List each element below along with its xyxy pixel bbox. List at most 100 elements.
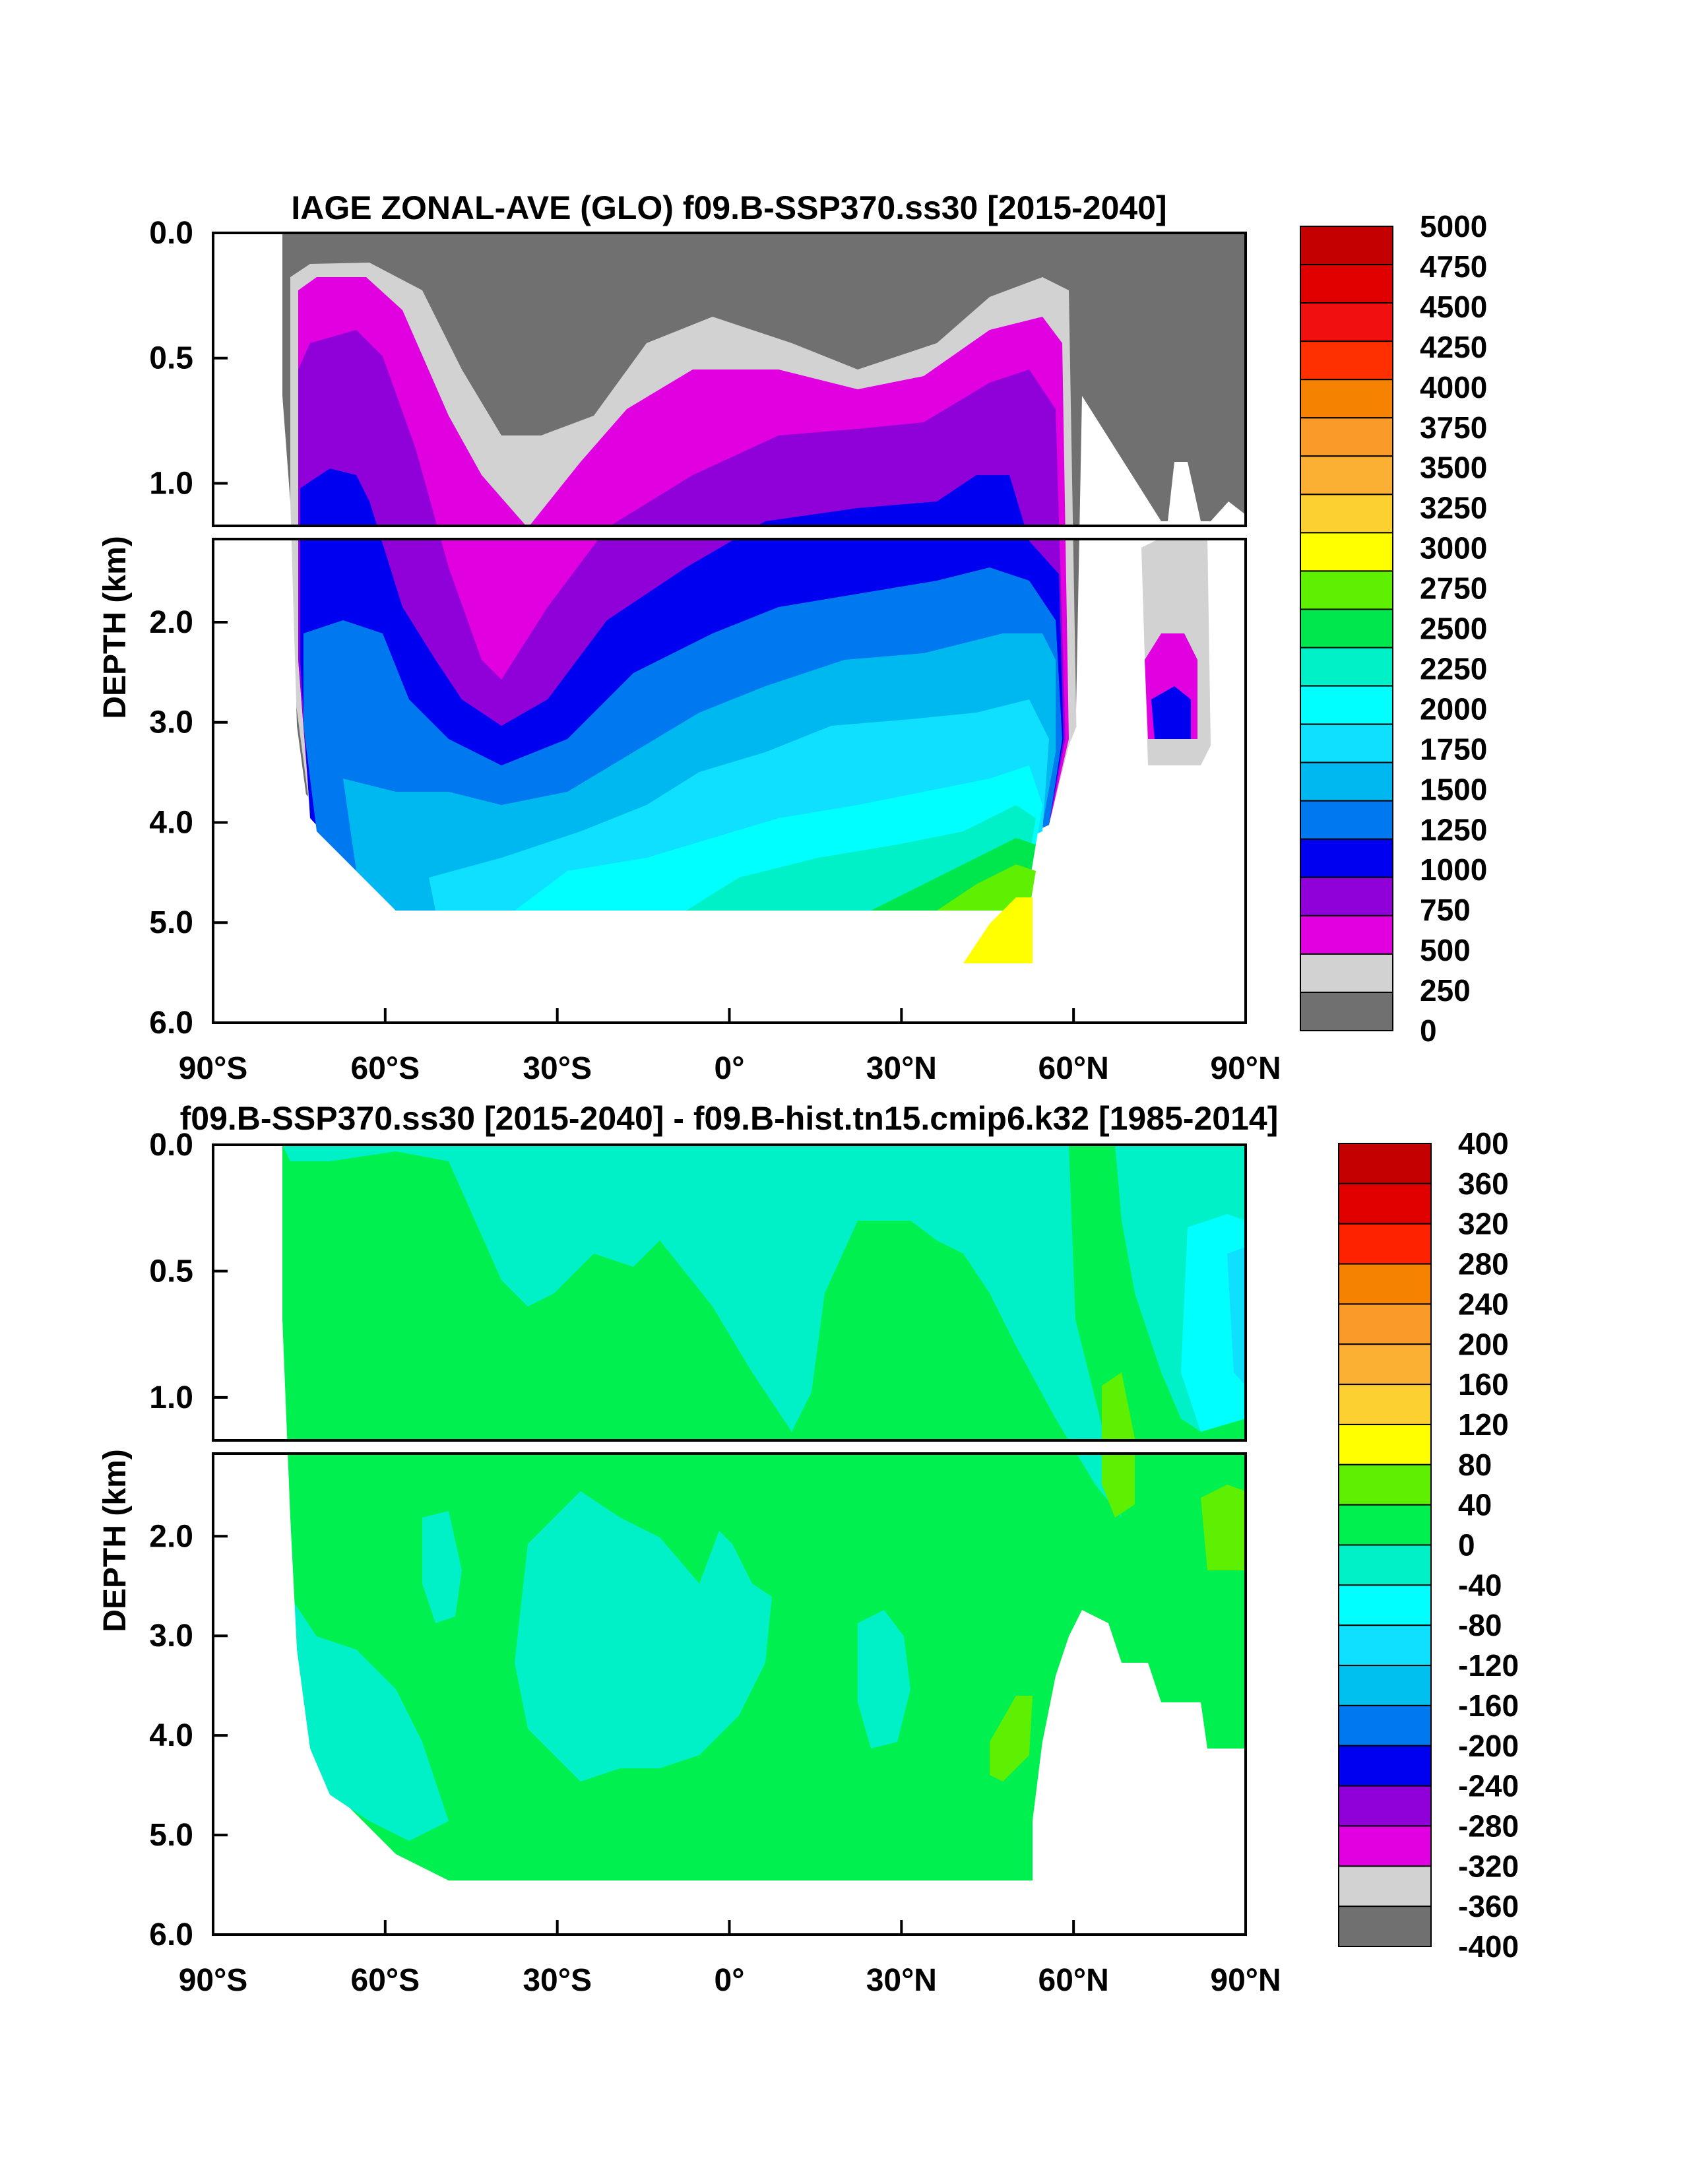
colorbar-swatch	[1338, 1182, 1432, 1225]
p2-region-neg120-arctic	[1227, 1247, 1246, 1386]
colorbar-label: 80	[1458, 1448, 1492, 1482]
panel-2-frame-upper	[212, 1143, 1247, 1442]
colorbar-swatch	[1300, 417, 1393, 457]
colorbar-label: -160	[1458, 1688, 1519, 1723]
colorbar-label: 3250	[1420, 491, 1487, 525]
colorbar-swatch	[1300, 800, 1393, 840]
colorbar-label: 250	[1420, 973, 1471, 1008]
colorbar-swatch	[1300, 532, 1393, 572]
colorbar-swatch	[1338, 1303, 1432, 1345]
x-tick-label: 60°S	[351, 1051, 420, 1086]
panel-2-ylabel: DEPTH (km)	[98, 1449, 133, 1632]
colorbar-swatch	[1338, 1584, 1432, 1626]
y-tick-label: 0.0	[149, 1128, 193, 1163]
colorbar-label: 1750	[1420, 732, 1487, 766]
y-tick-label: 0.5	[149, 1254, 193, 1289]
colorbar-swatch	[1300, 838, 1393, 878]
colorbar-swatch	[1300, 379, 1393, 419]
y-tick-label: 1.0	[149, 1380, 193, 1415]
panel-1-ylabel: DEPTH (km)	[98, 536, 133, 719]
colorbar-swatch	[1338, 1785, 1432, 1827]
panel-1-frame-upper	[212, 232, 1247, 527]
colorbar-swatch	[1300, 761, 1393, 802]
panel-1-plot	[213, 233, 1246, 1023]
colorbar-swatch	[1338, 1665, 1432, 1706]
panel-1-axis-break	[213, 526, 1246, 539]
colorbar-label: 4250	[1420, 330, 1487, 364]
colorbar-swatch	[1300, 455, 1393, 496]
colorbar-label: -240	[1458, 1769, 1519, 1803]
colorbar-swatch	[1300, 647, 1393, 687]
colorbar-label: 2750	[1420, 571, 1487, 606]
y-tick-label: 2.0	[149, 605, 193, 640]
p2-bathymetry-mask	[213, 1145, 1246, 1935]
colorbar-label: 2250	[1420, 651, 1487, 686]
y-tick-label: 5.0	[149, 905, 193, 940]
colorbar-swatch	[1300, 608, 1393, 649]
colorbar-label: 3500	[1420, 451, 1487, 485]
colorbar-swatch	[1300, 226, 1393, 266]
panel-2: f09.B-SSP370.ss30 [2015-2040] - f09.B-hi…	[98, 1100, 1519, 1998]
panel-1-x-ticks: 90°S 60°S 30°S 0° 30°N 60°N 90°N	[179, 1008, 1281, 1086]
colorbar-label: 750	[1420, 893, 1471, 927]
colorbar-label: 400	[1458, 1126, 1509, 1161]
x-tick-label: 60°S	[351, 1963, 420, 1998]
x-tick-label: 60°N	[1038, 1051, 1109, 1086]
colorbar-swatch	[1300, 570, 1393, 610]
x-tick-label: 90°S	[179, 1051, 248, 1086]
colorbar-label: 500	[1420, 933, 1471, 967]
x-tick-label: 90°N	[1210, 1051, 1281, 1086]
colorbar-label: -400	[1458, 1929, 1519, 1964]
colorbar-swatch	[1338, 1423, 1432, 1465]
panel-2-axis-break	[213, 1440, 1246, 1454]
panel-2-x-ticks: 90°S 60°S 30°S 0° 30°N 60°N 90°N	[179, 1920, 1281, 1998]
colorbar-label: 0	[1458, 1528, 1475, 1562]
colorbar-swatch	[1338, 1624, 1432, 1667]
colorbar-swatch	[1300, 953, 1393, 993]
colorbar-label: 40	[1458, 1488, 1492, 1522]
colorbar-label: 240	[1458, 1287, 1509, 1321]
colorbar-swatch	[1300, 264, 1393, 304]
colorbar-label: 320	[1458, 1207, 1509, 1241]
colorbar-label: 4000	[1420, 370, 1487, 404]
colorbar-label: -80	[1458, 1608, 1502, 1642]
colorbar-label: 3750	[1420, 410, 1487, 445]
colorbar-label: 200	[1458, 1327, 1509, 1361]
colorbar-swatch	[1338, 1745, 1432, 1787]
panel-2-colorbar: 40036032028024020016012080400-40-80-120-…	[1338, 1126, 1519, 1964]
panel-2-plot	[213, 1145, 1246, 1935]
colorbar-swatch	[1300, 915, 1393, 955]
y-tick-label: 0.5	[149, 341, 193, 376]
panel-2-title: f09.B-SSP370.ss30 [2015-2040] - f09.B-hi…	[180, 1100, 1279, 1137]
y-tick-label: 0.0	[149, 216, 193, 251]
colorbar-swatch	[1338, 1263, 1432, 1305]
y-tick-label: 6.0	[149, 1006, 193, 1041]
y-tick-label: 6.0	[149, 1917, 193, 1952]
x-tick-label: 30°S	[523, 1051, 592, 1086]
colorbar-swatch	[1300, 723, 1393, 763]
colorbar-label: 2500	[1420, 612, 1487, 646]
colorbar-swatch	[1300, 991, 1393, 1032]
colorbar-label: 120	[1458, 1407, 1509, 1442]
colorbar-swatch	[1338, 1384, 1432, 1425]
colorbar-label: -280	[1458, 1809, 1519, 1843]
colorbar-swatch	[1300, 685, 1393, 725]
x-tick-label: 60°N	[1038, 1963, 1109, 1998]
colorbar-label: 2000	[1420, 691, 1487, 726]
colorbar-label: -120	[1458, 1648, 1519, 1683]
y-tick-label: 4.0	[149, 1718, 193, 1753]
x-tick-label: 90°S	[179, 1963, 248, 1998]
colorbar-label: 4750	[1420, 249, 1487, 284]
x-tick-label: 30°N	[866, 1051, 937, 1086]
colorbar-label: 1250	[1420, 812, 1487, 847]
colorbar-swatch	[1300, 340, 1393, 381]
colorbar-swatch	[1338, 1906, 1432, 1947]
colorbar-swatch	[1338, 1544, 1432, 1586]
x-tick-label: 30°S	[523, 1963, 592, 1998]
colorbar-label: 0	[1420, 1013, 1437, 1048]
colorbar-swatch	[1300, 302, 1393, 342]
colorbar-swatch	[1338, 1865, 1432, 1908]
colorbar-label: -40	[1458, 1568, 1502, 1602]
colorbar-swatch	[1338, 1504, 1432, 1546]
p2-region-40-c	[990, 1696, 1033, 1782]
